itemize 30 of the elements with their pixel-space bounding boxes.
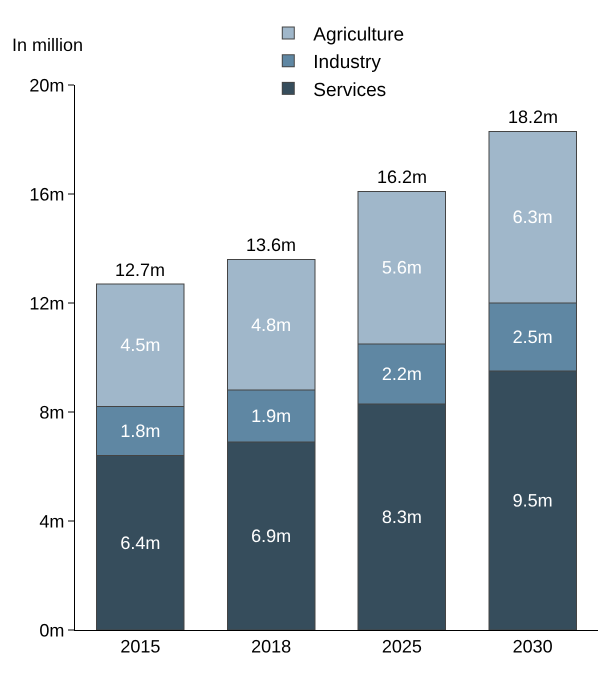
y-tick-label: 20m: [29, 75, 64, 96]
data-label: 4.5m: [120, 335, 160, 356]
y-axis-title: In million: [12, 35, 84, 55]
y-tick-label: 4m: [39, 511, 64, 532]
x-tick-label: 2030: [512, 636, 553, 657]
y-tick-label: 0m: [39, 620, 64, 640]
data-label: 9.5m: [512, 490, 553, 511]
data-label: 2.5m: [512, 327, 553, 348]
total-label: 16.2m: [377, 167, 428, 187]
x-tick-label: 2015: [120, 636, 160, 657]
data-label: 1.8m: [120, 421, 160, 442]
total-label: 12.7m: [115, 260, 166, 280]
data-label: 1.9m: [251, 406, 292, 426]
legend-label: Services: [313, 80, 386, 101]
x-tick-label: 2025: [382, 636, 422, 657]
y-tick-label: 12m: [29, 293, 64, 314]
legend-label: Agriculture: [313, 24, 404, 46]
data-label: 8.3m: [382, 506, 422, 527]
total-label: 18.2m: [508, 107, 558, 127]
data-label: 6.4m: [120, 532, 160, 553]
data-label: 6.9m: [251, 526, 292, 546]
data-label: 2.2m: [382, 364, 422, 384]
data-label: 6.3m: [512, 207, 553, 228]
y-tick-label: 16m: [29, 184, 64, 204]
y-tick-label: 8m: [39, 402, 64, 422]
total-label: 13.6m: [246, 235, 296, 255]
legend-label: Industry: [313, 52, 382, 74]
data-label: 4.8m: [251, 314, 292, 335]
data-label: 5.6m: [382, 258, 422, 278]
x-tick-label: 2018: [251, 636, 292, 657]
